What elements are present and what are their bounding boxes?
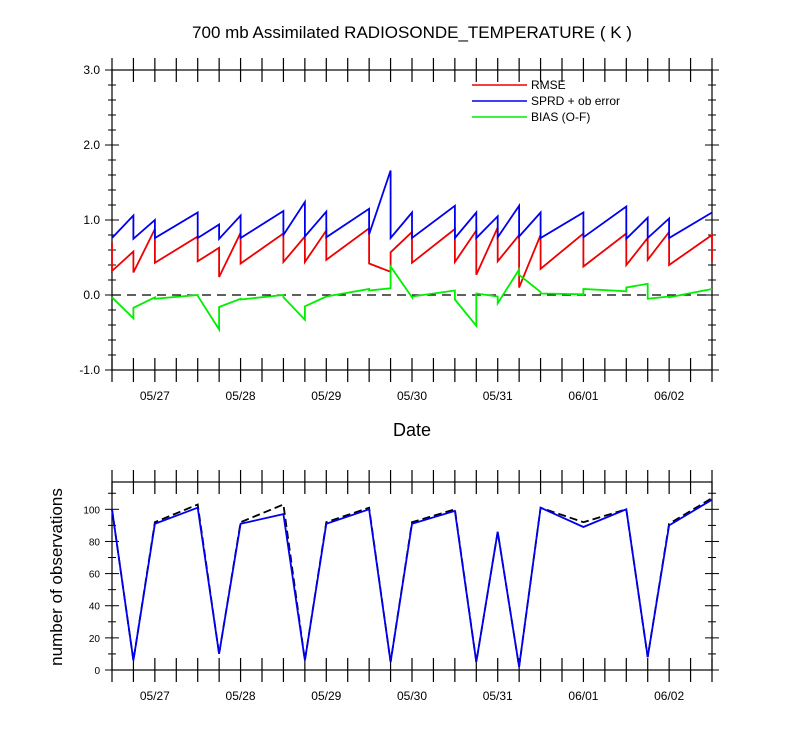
legend: RMSE SPRD + ob error BIAS (O-F) [472, 78, 620, 124]
legend-label-rmse: RMSE [531, 78, 566, 92]
legend-label-sprd: SPRD + ob error [531, 94, 620, 108]
x-tick-label: 05/31 [483, 689, 513, 703]
x-tick-label: 05/27 [140, 689, 170, 703]
y-tick-label: 20 [89, 634, 101, 645]
y-axis-title-observations: number of observations [47, 488, 66, 666]
x-tick-label: 05/30 [397, 389, 427, 403]
x-tick-label: 06/02 [654, 689, 684, 703]
y-tick-label: 40 [89, 602, 101, 613]
x-tick-label: 05/29 [311, 389, 341, 403]
y-tick-label: 60 [89, 570, 101, 581]
y-tick-label: 3.0 [83, 63, 100, 77]
y-tick-label: 0.0 [83, 288, 100, 302]
series-line-2 [111, 263, 713, 333]
x-tick-label: 06/02 [654, 389, 684, 403]
x-tick-label: 05/29 [311, 689, 341, 703]
series-line-1 [111, 498, 713, 667]
x-tick-label: 06/01 [568, 389, 598, 403]
bottom-chart: 0 20 40 60 80 100 05/27 05/28 05/29 05/30 05/31 06/… [83, 470, 719, 703]
x-tick-label: 05/27 [140, 389, 170, 403]
legend-label-bias: BIAS (O-F) [531, 110, 590, 124]
x-tick-label: 06/01 [568, 689, 598, 703]
y-tick-label: 0 [94, 666, 100, 677]
x-tick-label: 05/28 [226, 389, 256, 403]
series-line-0 [111, 226, 713, 288]
top-chart: -1.0 0.0 1.0 2.0 3.0 05/27 05/28 05/29 05/30 05/3… [79, 58, 719, 403]
series-line-1 [111, 170, 713, 242]
y-tick-label: -1.0 [79, 363, 100, 377]
x-tick-label: 05/31 [483, 389, 513, 403]
y-tick-label: 80 [89, 537, 101, 548]
chart-title: 700 mb Assimilated RADIOSONDE_TEMPERATUR… [192, 23, 632, 42]
y-tick-label: 1.0 [83, 213, 100, 227]
x-tick-label: 05/30 [397, 689, 427, 703]
x-axis-title: Date [393, 420, 431, 440]
y-tick-label: 2.0 [83, 138, 100, 152]
x-tick-label: 05/28 [226, 689, 256, 703]
y-tick-label: 100 [83, 505, 100, 516]
